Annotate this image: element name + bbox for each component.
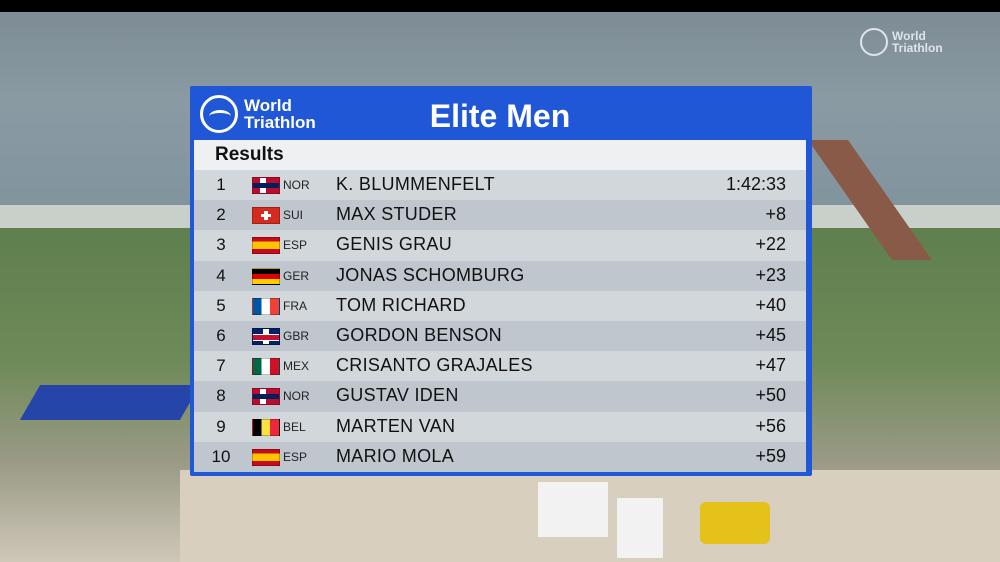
board-logo: World Triathlon bbox=[200, 95, 316, 133]
athlete-name: TOM RICHARD bbox=[336, 294, 466, 315]
world-triathlon-logo-icon bbox=[200, 95, 238, 133]
finish-time: +47 bbox=[755, 355, 786, 376]
tent bbox=[538, 482, 608, 537]
flag-france-icon bbox=[252, 297, 280, 315]
rank: 6 bbox=[216, 325, 226, 345]
results-label: Results bbox=[215, 144, 284, 165]
finish-time: +22 bbox=[755, 234, 786, 255]
flag-norway-icon bbox=[252, 177, 280, 194]
athlete-name: CRISANTO GRAJALES bbox=[336, 355, 533, 376]
result-row: 7 MEX CRISANTO GRAJALES +47 bbox=[194, 351, 806, 382]
athlete-name: JONAS SCHOMBURG bbox=[336, 264, 525, 285]
country-code: GER bbox=[283, 268, 310, 283]
rank: 9 bbox=[216, 416, 226, 436]
letterbox-bar bbox=[0, 0, 1000, 12]
board-subheader: Results bbox=[194, 140, 806, 170]
country-code: ESP bbox=[283, 449, 308, 464]
finish-time: +56 bbox=[755, 415, 786, 436]
world-triathlon-logo-icon bbox=[860, 28, 888, 56]
country-code: ESP bbox=[283, 238, 308, 253]
watermark-line1: World bbox=[892, 29, 926, 43]
board-title: Elite Men bbox=[429, 98, 571, 134]
country-code: GBR bbox=[283, 328, 310, 343]
rank: 7 bbox=[216, 356, 226, 376]
flag-norway-icon bbox=[252, 388, 280, 406]
finish-time: +23 bbox=[755, 264, 786, 285]
country-code: SUI bbox=[283, 208, 304, 223]
flag-switzerland-icon bbox=[252, 207, 280, 225]
result-row: 3 ESP GENIS GRAU +22 bbox=[194, 230, 806, 261]
flag-spain-icon bbox=[252, 237, 280, 255]
country-code: NOR bbox=[283, 389, 310, 404]
result-row: 6 GBR GORDON BENSON +45 bbox=[194, 320, 806, 352]
rank: 3 bbox=[216, 235, 226, 255]
athlete-name: GENIS GRAU bbox=[336, 234, 453, 255]
finish-time: +8 bbox=[765, 204, 786, 225]
finish-time: +40 bbox=[755, 294, 786, 315]
flag-germany-icon bbox=[252, 267, 280, 285]
finish-time: +50 bbox=[755, 385, 786, 406]
finish-time: 1:42:33 bbox=[725, 174, 786, 194]
flag-mexico-icon bbox=[252, 358, 280, 376]
results-board: World Triathlon Elite Men Results 1 NOR … bbox=[194, 90, 806, 472]
result-row: 9 BEL MARTEN VAN +56 bbox=[194, 411, 806, 442]
athlete-name: K. BLUMMENFELT bbox=[336, 174, 495, 194]
transition-carpet bbox=[19, 385, 201, 420]
rank: 8 bbox=[216, 386, 226, 406]
broadcast-watermark: World Triathlon bbox=[860, 28, 943, 56]
country-code: BEL bbox=[283, 419, 306, 434]
logo-line2: Triathlon bbox=[244, 113, 316, 132]
result-row: 4 GER JONAS SCHOMBURG +23 bbox=[194, 260, 806, 291]
country-code: NOR bbox=[283, 178, 310, 192]
athlete-name: GORDON BENSON bbox=[336, 324, 502, 345]
finish-time: +59 bbox=[755, 445, 786, 466]
athlete-name: GUSTAV IDEN bbox=[336, 385, 459, 406]
athlete-name: MARTEN VAN bbox=[336, 415, 456, 436]
flag-belgium-icon bbox=[252, 418, 280, 436]
flag-spain-icon bbox=[252, 448, 280, 466]
athlete-name: MAX STUDER bbox=[336, 204, 458, 225]
athlete-name: MARIO MOLA bbox=[336, 445, 455, 466]
tent bbox=[617, 498, 663, 558]
rank: 4 bbox=[216, 265, 226, 285]
result-row: 8 NOR GUSTAV IDEN +50 bbox=[194, 381, 806, 412]
board-header: World Triathlon Elite Men bbox=[194, 90, 806, 140]
result-row: 1 NOR K. BLUMMENFELT 1:42:33 bbox=[194, 170, 806, 201]
results-list: 1 NOR K. BLUMMENFELT 1:42:33 2 SUI MAX S… bbox=[194, 170, 806, 472]
country-code: MEX bbox=[283, 359, 310, 374]
finish-time: +45 bbox=[755, 324, 786, 345]
logo-line1: World bbox=[244, 96, 292, 115]
result-row: 5 FRA TOM RICHARD +40 bbox=[194, 290, 806, 321]
country-code: FRA bbox=[283, 298, 307, 313]
rank: 1 bbox=[216, 175, 226, 194]
yellow-van bbox=[700, 502, 770, 544]
flag-great-britain-icon bbox=[252, 327, 280, 345]
watermark-line2: Triathlon bbox=[892, 41, 943, 55]
rank: 10 bbox=[211, 446, 231, 466]
rank: 5 bbox=[216, 295, 226, 315]
rank: 2 bbox=[216, 205, 226, 225]
result-row: 10 ESP MARIO MOLA +59 bbox=[194, 441, 806, 472]
result-row: 2 SUI MAX STUDER +8 bbox=[194, 200, 806, 231]
